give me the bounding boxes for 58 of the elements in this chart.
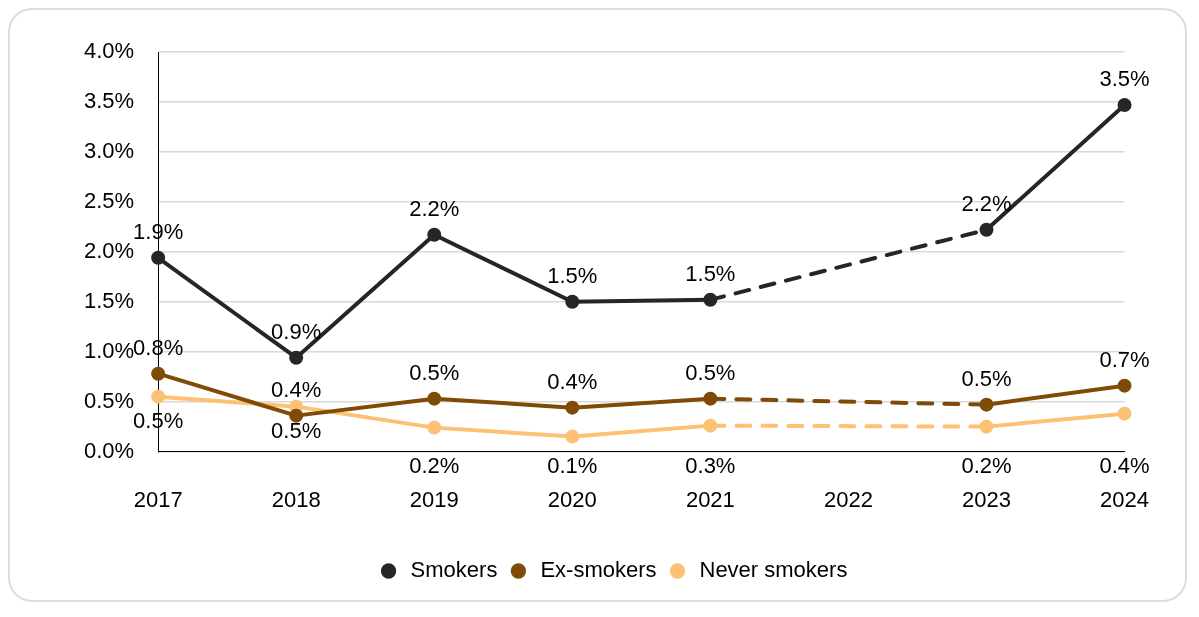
point — [427, 227, 442, 242]
y-tick-label: 1.0% — [83, 337, 135, 363]
y-tick-label: 3.5% — [83, 88, 135, 114]
point — [703, 418, 718, 433]
data-label: 0.3% — [685, 452, 736, 478]
data-label: 0.5% — [685, 359, 736, 385]
data-label: 2.2% — [961, 190, 1012, 216]
legend-label: Ex-smokers — [540, 557, 657, 583]
y-tick-label: 0.5% — [83, 387, 135, 413]
y-tick-label: 2.0% — [83, 237, 135, 263]
point — [703, 391, 718, 406]
x-tick-label: 2019 — [409, 486, 459, 512]
point — [703, 292, 718, 307]
data-label: 0.7% — [1099, 346, 1150, 372]
data-label: 1.5% — [685, 260, 736, 286]
data-label: 0.4% — [1099, 452, 1150, 478]
point — [565, 294, 580, 309]
point — [289, 350, 304, 365]
y-tick-label: 4.0% — [83, 38, 135, 64]
data-label: 0.2% — [961, 452, 1012, 478]
point — [565, 429, 580, 444]
point — [1117, 378, 1132, 393]
point — [565, 400, 580, 415]
x-tick-label: 2017 — [133, 486, 183, 512]
point — [979, 419, 994, 434]
data-label: 3.5% — [1099, 66, 1150, 92]
data-label: 0.4% — [547, 368, 598, 394]
legend-label: Smokers — [410, 557, 498, 583]
point — [289, 408, 304, 423]
point — [151, 389, 166, 404]
data-label: 0.5% — [409, 359, 460, 385]
y-tick-label: 1.5% — [83, 287, 135, 313]
point — [1117, 406, 1132, 421]
y-tick-label: 2.5% — [83, 187, 135, 213]
data-label: 1.5% — [547, 262, 598, 288]
data-label: 0.5% — [271, 417, 322, 443]
data-label: 0.5% — [961, 365, 1012, 391]
x-tick-label: 2021 — [685, 486, 735, 512]
x-tick-label: 2020 — [547, 486, 597, 512]
y-tick-label: 3.0% — [83, 137, 135, 163]
point — [979, 397, 994, 412]
x-tick-label: 2024 — [1100, 486, 1150, 512]
legend-label: Never smokers — [699, 557, 848, 583]
point — [1117, 97, 1132, 112]
point — [151, 250, 166, 265]
y-tick-label: 0.0% — [83, 437, 135, 463]
data-label: 0.9% — [271, 318, 322, 344]
point — [427, 420, 442, 435]
point — [979, 222, 994, 237]
point — [427, 391, 442, 406]
data-label: 0.4% — [271, 376, 322, 402]
x-tick-label: 2022 — [823, 486, 873, 512]
x-tick-label: 2018 — [271, 486, 321, 512]
data-label: 0.2% — [409, 452, 460, 478]
x-tick-label: 2023 — [962, 486, 1011, 512]
data-label: 2.2% — [409, 195, 460, 221]
point — [151, 366, 166, 381]
data-label: 0.1% — [547, 452, 598, 478]
